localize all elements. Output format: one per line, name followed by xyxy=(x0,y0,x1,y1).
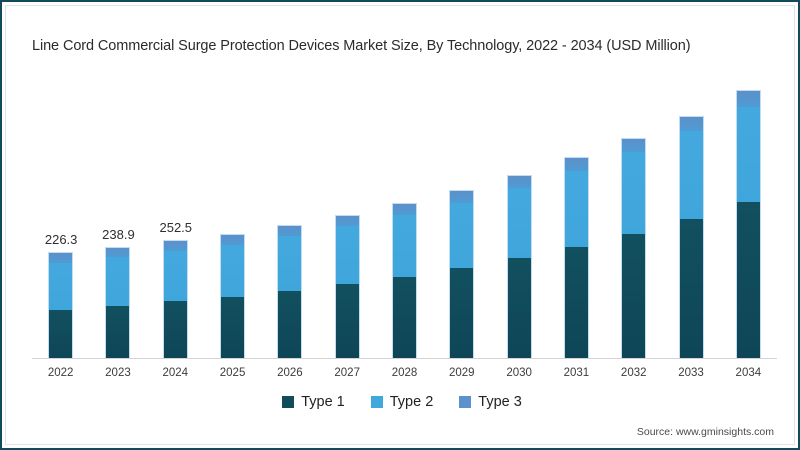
bar-segment-type-3[interactable] xyxy=(221,234,245,245)
bar-segment-type-2[interactable] xyxy=(221,244,245,297)
x-tick-2031: 2031 xyxy=(563,367,590,379)
x-tick-2025: 2025 xyxy=(219,367,246,379)
plot-area: 226.3 238.9 252.5 xyxy=(32,62,777,358)
x-axis-tick-labels: 2022 2023 2024 2025 2026 2027 2028 2029 2030 2031… xyxy=(32,363,777,383)
legend-label: Type 1 xyxy=(301,394,345,410)
x-tick-2030: 2030 xyxy=(506,367,532,379)
legend-swatch-icon xyxy=(282,396,295,408)
bar-segment-type-1[interactable] xyxy=(679,219,703,358)
bar-segment-type-1[interactable] xyxy=(49,309,73,358)
bar-segment-type-1[interactable] xyxy=(622,233,646,358)
value-label-2023: 238.9 xyxy=(102,226,135,242)
bar-segment-type-1[interactable] xyxy=(278,290,302,358)
bar-segment-type-1[interactable] xyxy=(736,202,760,358)
bar-segment-type-2[interactable] xyxy=(622,152,646,234)
bar-segment-type-3[interactable] xyxy=(393,204,416,216)
bar-stack xyxy=(393,204,416,358)
legend-label: Type 3 xyxy=(478,394,522,410)
bar-segment-type-3[interactable] xyxy=(622,138,646,153)
bar-segment-type-3[interactable] xyxy=(507,175,531,188)
bar-segment-type-2[interactable] xyxy=(507,187,531,259)
bar-segment-type-1[interactable] xyxy=(163,301,187,358)
legend-item-type-3[interactable]: Type 3 xyxy=(459,394,522,410)
bar-segment-type-1[interactable] xyxy=(507,258,531,358)
bar-segment-type-3[interactable] xyxy=(736,91,760,107)
value-label-2024: 252.5 xyxy=(159,220,193,236)
x-tick-2034: 2034 xyxy=(735,367,762,379)
x-tick-2022: 2022 xyxy=(47,367,74,379)
legend-item-type-1[interactable]: Type 1 xyxy=(282,394,345,410)
bar-segment-type-2[interactable] xyxy=(106,257,130,306)
x-tick-2023: 2023 xyxy=(105,367,131,379)
legend-item-type-2[interactable]: Type 2 xyxy=(370,394,434,410)
bar-stack xyxy=(507,175,531,358)
bar-segment-type-1[interactable] xyxy=(221,296,245,358)
legend-label: Type 2 xyxy=(389,394,434,410)
bar-segment-type-2[interactable] xyxy=(564,171,588,247)
bar-segment-type-2[interactable] xyxy=(163,250,187,302)
legend-swatch-icon xyxy=(459,396,472,408)
bar-stack xyxy=(335,215,359,358)
value-label-2022: 226.3 xyxy=(44,232,78,248)
bar-segment-type-3[interactable] xyxy=(564,158,588,172)
chart-title: Line Cord Commercial Surge Protection De… xyxy=(32,38,691,54)
bar-segment-type-2[interactable] xyxy=(393,215,416,277)
bar-stack xyxy=(221,234,245,358)
bar-segment-type-3[interactable] xyxy=(163,241,187,251)
source-attribution: Source: www.gminsights.com xyxy=(636,426,774,438)
bar-segment-type-2[interactable] xyxy=(736,106,760,203)
bar-stack xyxy=(679,116,703,358)
x-tick-2024: 2024 xyxy=(162,367,189,379)
chart-legend: Type 1 Type 2 Type 3 xyxy=(2,394,798,410)
x-tick-2026: 2026 xyxy=(277,367,303,379)
bar-stack xyxy=(736,91,760,358)
bar-stack xyxy=(622,138,646,358)
bar-segment-type-3[interactable] xyxy=(278,225,302,236)
x-axis-baseline xyxy=(32,358,777,359)
bar-segment-type-2[interactable] xyxy=(450,202,474,269)
bar-segment-type-1[interactable] xyxy=(564,246,588,358)
x-tick-2029: 2029 xyxy=(449,367,475,379)
bar-segment-type-2[interactable] xyxy=(335,226,359,285)
bar-segment-type-1[interactable] xyxy=(335,284,359,358)
bar-stack xyxy=(106,247,130,358)
bar-segment-type-1[interactable] xyxy=(106,305,130,358)
bar-stack xyxy=(450,191,474,358)
bar-stack xyxy=(163,241,187,358)
x-tick-2028: 2028 xyxy=(391,367,418,379)
bar-segment-type-3[interactable] xyxy=(679,116,703,132)
x-tick-2033: 2033 xyxy=(678,367,704,379)
bar-segment-type-3[interactable] xyxy=(106,247,130,258)
bar-stack xyxy=(564,158,588,358)
x-tick-2027: 2027 xyxy=(334,367,360,379)
legend-swatch-icon xyxy=(370,396,383,408)
bar-segment-type-3[interactable] xyxy=(450,191,474,203)
bar-segment-type-3[interactable] xyxy=(49,253,73,264)
bar-segment-type-2[interactable] xyxy=(49,263,73,310)
bar-segment-type-1[interactable] xyxy=(450,268,474,358)
bar-segment-type-2[interactable] xyxy=(679,131,703,220)
bar-segment-type-1[interactable] xyxy=(393,276,416,358)
bar-segment-type-2[interactable] xyxy=(278,235,302,291)
bar-stack xyxy=(49,253,73,358)
x-tick-2032: 2032 xyxy=(620,367,647,379)
bar-segment-type-3[interactable] xyxy=(335,215,359,227)
bar-stack xyxy=(278,225,302,358)
